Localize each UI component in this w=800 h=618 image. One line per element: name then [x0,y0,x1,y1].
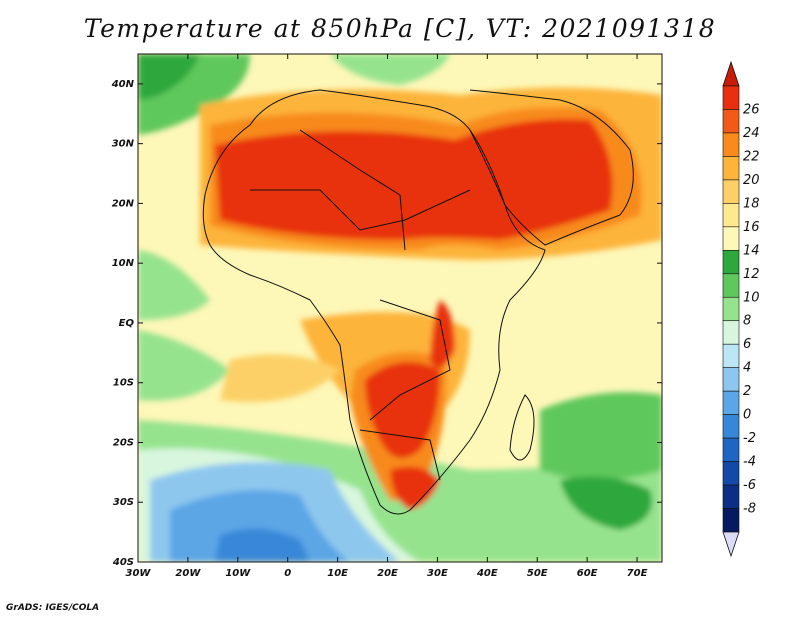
colorbar-label: 14 [743,243,760,258]
lat-tick-label: 10S [113,378,134,389]
colorbar-swatch [722,156,740,181]
lat-tick-label: 20S [113,437,134,448]
colorbar-swatch [722,203,740,228]
colorbar-swatch [722,226,740,251]
map-title: Temperature at 850hPa [C], VT: 202109131… [83,14,717,43]
lon-tick-label: 60E [577,568,598,579]
colorbar-label: -2 [743,431,756,446]
temperature-field [138,54,662,562]
lat-tick-label: 10N [112,258,135,269]
lon-tick-label: 20W [175,568,201,579]
colorbar-swatch [722,320,740,345]
lat-tick-label: EQ [119,318,135,329]
lon-tick-label: 0 [284,568,291,579]
colorbar-swatch [722,109,740,134]
colorbar-swatch [722,508,740,533]
colorbar-label: 20 [743,173,760,188]
colorbar-swatch [722,343,740,368]
colorbar-label: 10 [743,290,760,305]
lat-tick-label: 20N [112,198,135,209]
lat-tick-label: 30N [112,139,135,150]
colorbar-max-arrow [722,60,740,87]
colorbar-swatch [722,461,740,486]
lon-tick-label: 50E [527,568,548,579]
lon-tick-label: 40E [476,568,498,579]
colorbar-swatch [722,484,740,509]
colorbar-label: 2 [743,384,751,399]
colorbar-swatch [722,179,740,204]
colorbar-swatch [722,132,740,157]
colorbar-swatch [722,250,740,275]
colorbar-label: 6 [743,337,751,352]
lon-tick-label: 30E [427,568,448,579]
colorbar-label: 24 [743,126,760,141]
colorbar-label: 18 [743,196,760,211]
colorbar-swatch [722,367,740,392]
colorbar-label: -8 [743,502,756,517]
colorbar-label: -6 [743,478,756,493]
colorbar-label: -4 [743,455,756,470]
colorbar-label: 8 [743,314,751,329]
map-tick-marks [137,54,662,563]
map-frame [137,53,663,563]
colorbar-swatch [722,273,740,298]
latitude-labels: 40N 30N 20N 10N EQ 10S 20S 30S 40S [111,79,135,568]
lon-tick-label: 30W [126,568,152,579]
colorbar-swatch [722,296,740,322]
colorbar-label: 26 [743,102,760,117]
colorbar-swatch [722,390,740,415]
colorbar-label: 16 [743,220,760,235]
colorbar-swatch [722,437,740,462]
lat-tick-label: 40S [112,557,134,568]
colorbar-swatch [722,85,740,110]
lon-tick-label: 20E [377,568,398,579]
colorbar-swatch [722,414,740,439]
colorbar-label: 4 [743,361,751,376]
colorbar-min-arrow [722,531,740,558]
colorbar-label: 0 [743,408,751,423]
credit-text: GrADS: IGES/COLA [6,603,100,613]
lat-tick-label: 40N [111,79,135,90]
lon-tick-label: 10E [327,568,348,579]
colorbar-label: 22 [743,149,760,164]
lat-tick-label: 30S [113,497,134,508]
longitude-labels: 30W 20W 10W 0 10E 20E 30E 40E 50E 60E 70E [126,568,648,579]
lon-tick-label: 10W [225,568,251,579]
lon-tick-label: 70E [627,568,648,579]
colorbar-label: 12 [743,267,760,282]
